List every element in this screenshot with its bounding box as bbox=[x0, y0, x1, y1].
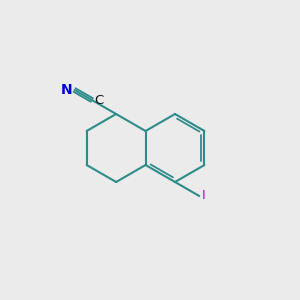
Text: C: C bbox=[94, 94, 103, 107]
Text: I: I bbox=[202, 189, 206, 202]
Text: N: N bbox=[61, 82, 73, 97]
